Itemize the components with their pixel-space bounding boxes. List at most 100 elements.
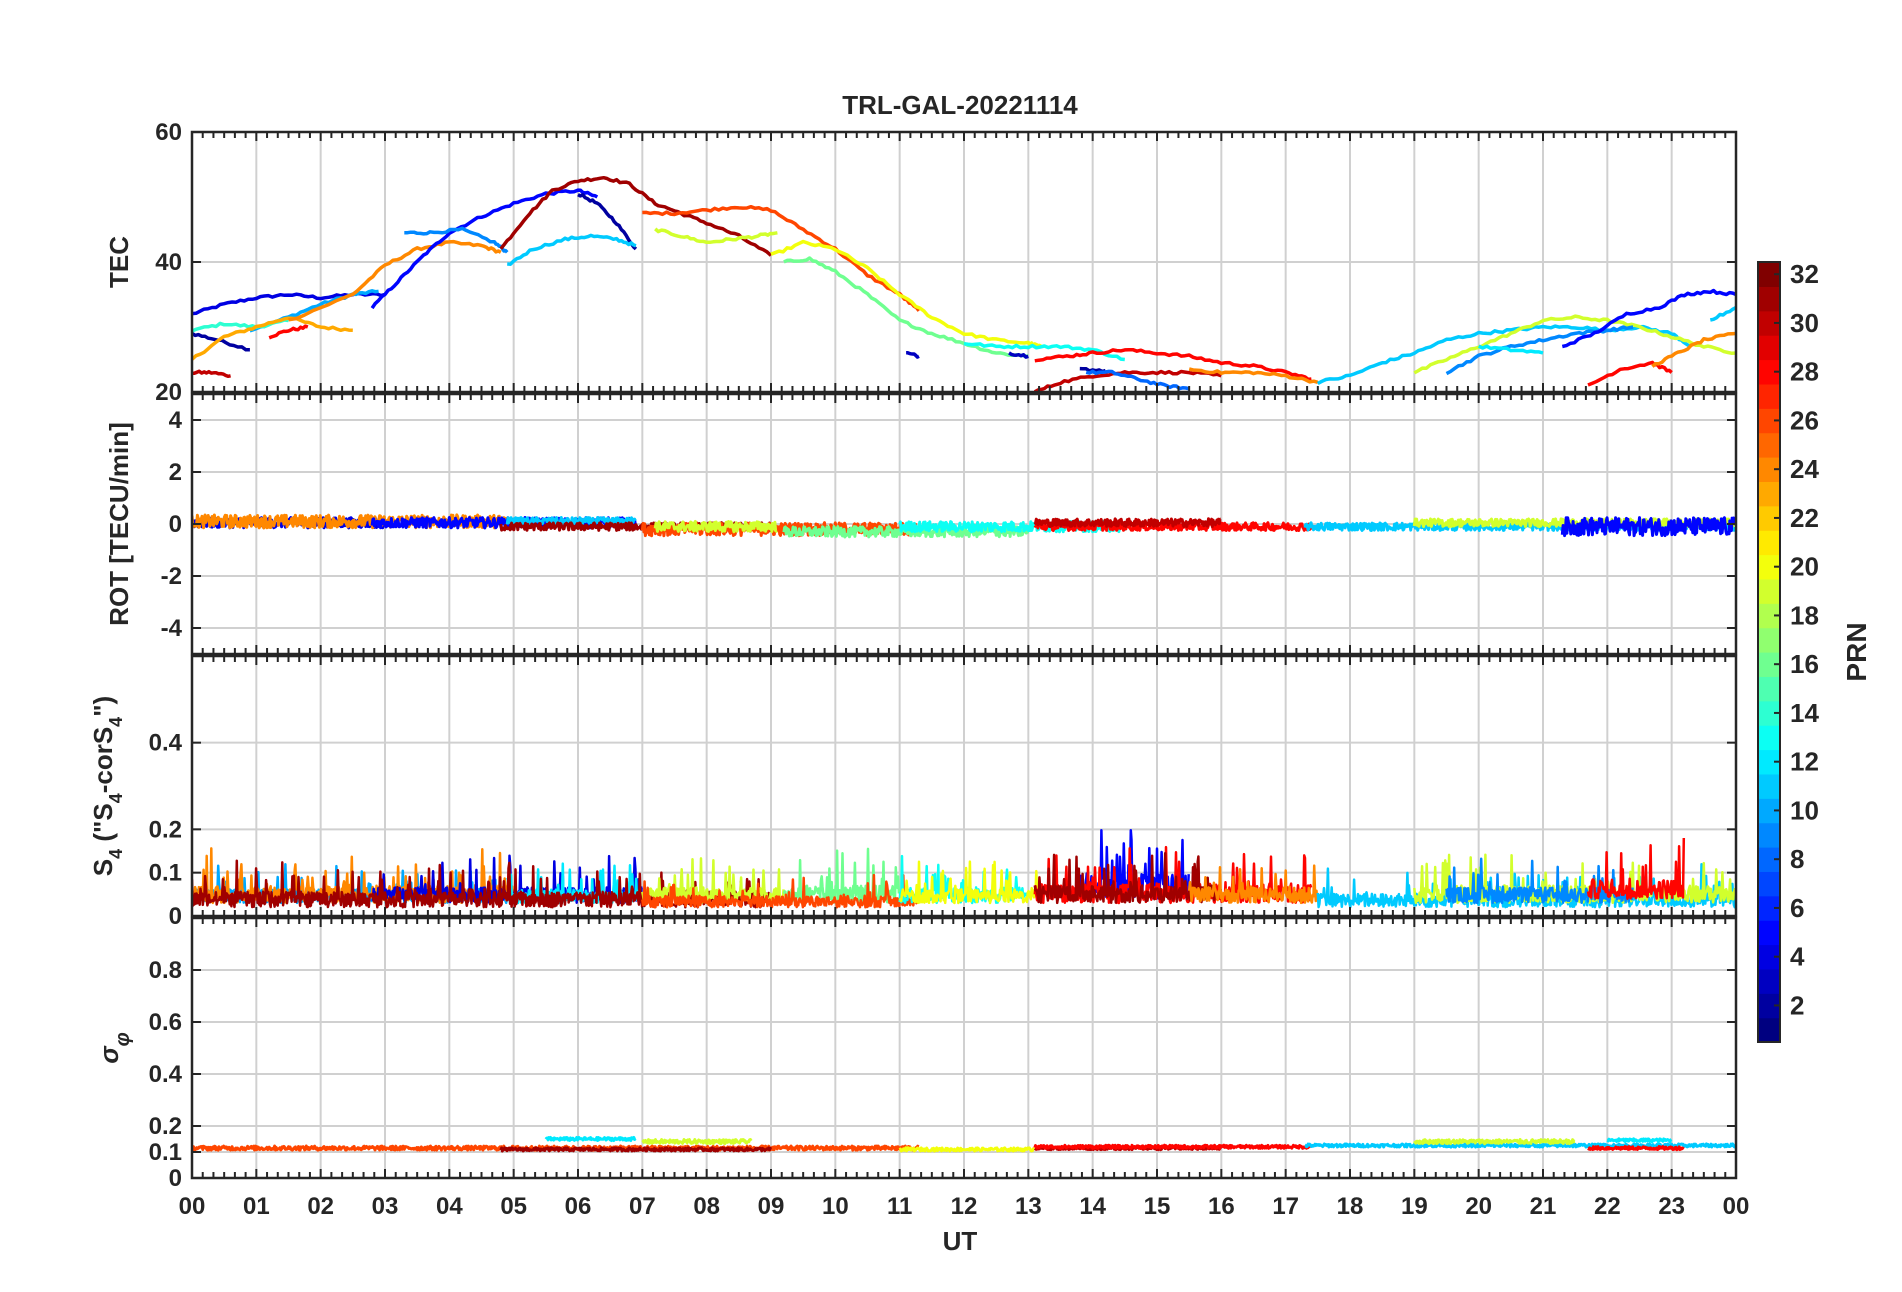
tec-series-prn-24 [1651,331,1736,368]
x-tick-label: 08 [693,1193,720,1220]
s4-series-prn-31 [1033,852,1223,905]
colorbar-swatch [1758,310,1780,336]
colorbar-swatch [1758,968,1780,994]
series-group [192,1135,1736,1153]
panel-sigma: 00.10.2 0.4 0.6 0.8 σφ [94,916,1738,1192]
colorbar-swatch [1758,578,1780,604]
x-tick-label: 19 [1401,1193,1428,1220]
s4-series-prn-20 [898,860,1043,905]
tec-series-prn-2 [577,193,638,251]
tec-series-prn-30 [1033,369,1222,392]
sigma-series-prn-19 [641,1138,753,1146]
y-tick-label: 20 [155,379,182,406]
panel-rot: -4 -2 0 2 4 ROT [TECU/min] [104,392,1738,656]
x-tick-label: 04 [436,1193,463,1220]
y-tick-label: 60 [155,119,182,146]
tec-series-prn-11 [1709,305,1736,322]
colorbar-label: PRN [1841,622,1872,681]
rot-series-prn-19 [653,519,778,534]
y-tick-label: 0.4 [149,730,183,757]
panel-tec: 20 40 60 TEC [104,119,1738,406]
colorbar-tick-label: 8 [1790,844,1804,874]
tec-series-prn-12 [1477,344,1544,355]
colorbar-swatch [1758,676,1780,702]
x-tick-label: 03 [372,1193,399,1220]
colorbar-swatch [1758,457,1780,482]
x-tick-label: 13 [1015,1193,1042,1220]
colorbar-tick-label: 28 [1790,357,1819,387]
x-tick-labels: 00 01 02 03 04 05 06 07 08 09 10 11 12 13 14 15 16 17 18 19… [179,1193,1750,1220]
rot-series-prn-5 [1560,516,1736,538]
tec-series-prn-8 [1085,369,1190,391]
sigma-series-prn-12 [544,1135,637,1143]
colorbar-swatch [1758,262,1780,287]
x-tick-label: 10 [822,1193,849,1220]
y-tick-label: 40 [155,249,182,276]
tec-series-prn-28 [268,324,309,340]
y-tick-label: 0.1 [149,1139,182,1166]
tec-series-prn-5 [370,188,599,310]
x-tick-label: 11 [887,1193,912,1220]
tec-series-prn-5 [1561,288,1736,349]
y-axis-label-rot: ROT [TECU/min] [104,422,134,626]
s4-series-prn-9 [1445,857,1634,905]
colorbar-swatch [1758,652,1780,677]
colorbar-swatch [1758,725,1780,751]
tec-series-prn-19 [654,227,778,245]
colorbar-swatch [1758,359,1780,385]
x-tick-label: 14 [1079,1193,1106,1220]
colorbar-swatch [1758,773,1780,799]
x-tick-label: 20 [1465,1193,1492,1220]
colorbar-swatch [1758,847,1780,872]
tec-series-prn-24 [288,239,502,322]
tec-series-prn-30 [192,369,231,379]
colorbar-frame [1757,261,1781,1043]
colorbar-swatch [1758,603,1780,629]
sigma-series-prn-20 [898,1146,1036,1153]
y-tick-label: 0.2 [149,816,182,843]
colorbar-swatch [1758,1017,1780,1043]
colorbar-swatch [1758,895,1780,921]
x-tick-label: 12 [951,1193,978,1220]
y-tick-label: 0.2 [149,1113,182,1140]
x-tick-label: 21 [1530,1193,1557,1220]
x-tick-label: 00 [179,1193,206,1220]
colorbar-swatch [1758,798,1780,824]
colorbar-swatch [1758,920,1780,946]
tec-series-prn-9 [1445,325,1634,376]
s4-series-prn-31 [192,859,773,909]
y-tick-label: 0 [169,1165,182,1192]
colorbar-tick-label: 12 [1790,747,1819,777]
rot-series-prn-30 [1033,517,1222,529]
x-axis-label: UT [943,1226,978,1256]
colorbar-tick-label: 10 [1790,795,1819,825]
series-group [192,828,1736,909]
colorbar-tick-label: 20 [1790,552,1819,582]
colorbar-tick-label: 24 [1790,454,1819,484]
colorbar-swatch [1758,481,1780,507]
tec-series-prn-24 [1188,367,1319,384]
y-tick-label: 0.1 [149,860,182,887]
y-axis-label-tec: TEC [104,236,134,288]
colorbar-tick-label: 26 [1790,405,1819,435]
colorbar-tick-label: 22 [1790,503,1819,533]
x-tick-label: 05 [500,1193,527,1220]
colorbar-swatch [1758,530,1780,556]
x-tick-label: 23 [1658,1193,1685,1220]
x-tick-label: 18 [1337,1193,1364,1220]
y-tick-label: 2 [169,459,182,486]
series-group [192,513,1736,539]
colorbar-swatch [1758,286,1780,312]
tec-series-prn-16 [783,256,1029,359]
colorbar-swatch [1758,383,1780,409]
y-tick-label: -2 [161,563,182,590]
rot-series-prn-26 [640,521,921,538]
sigma-series-prn-31 [499,1146,773,1153]
colorbar-swatch [1758,749,1780,775]
colorbar-swatch [1758,627,1780,653]
x-tick-label: 01 [243,1193,270,1220]
y-axis-label-sigma: σφ [94,1032,134,1063]
colorbar-swatch [1758,335,1780,361]
